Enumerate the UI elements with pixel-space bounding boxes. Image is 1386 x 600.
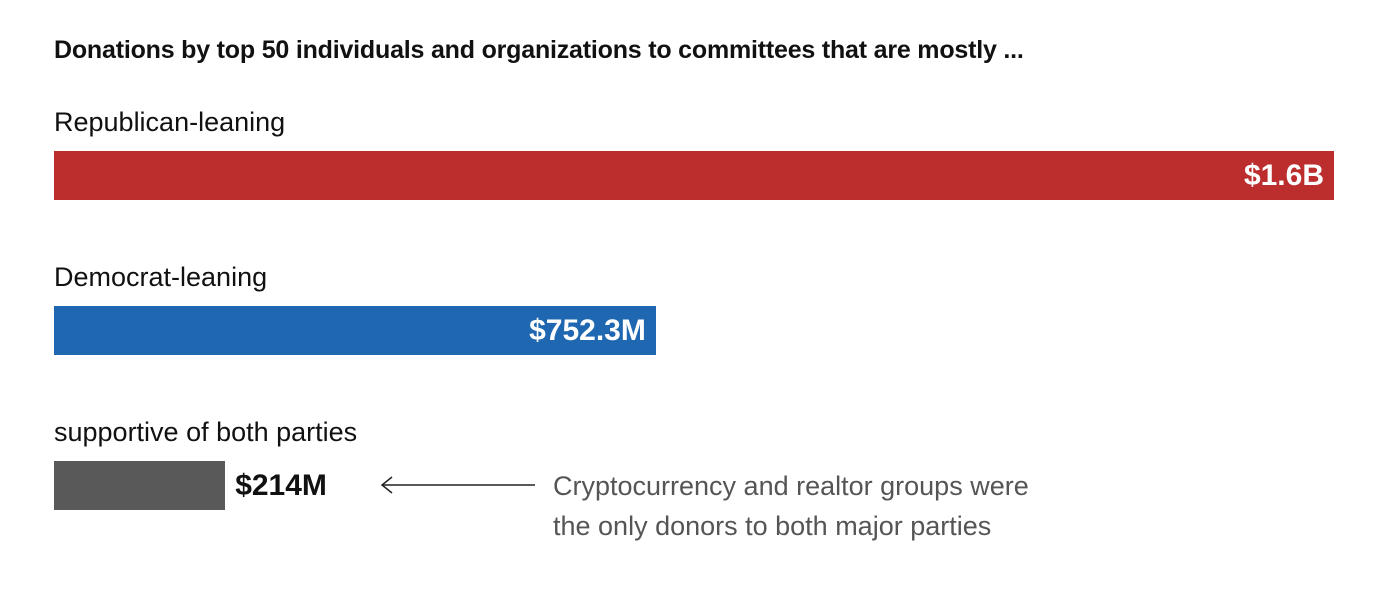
category-label: supportive of both parties xyxy=(54,417,358,447)
chart-title: Donations by top 50 individuals and orga… xyxy=(54,36,1024,64)
category-label: Democrat-leaning xyxy=(54,262,268,292)
annotation-arrow xyxy=(380,476,535,494)
bar xyxy=(54,306,656,355)
data-label: $214M xyxy=(235,469,327,502)
bar xyxy=(54,151,1334,200)
annotation-line: the only donors to both major parties xyxy=(553,511,992,541)
annotation-line: Cryptocurrency and realtor groups were xyxy=(553,471,1029,501)
data-label: $752.3M xyxy=(529,314,646,347)
category-label: Republican-leaning xyxy=(54,107,286,137)
annotation-text: Cryptocurrency and realtor groups were t… xyxy=(553,466,1029,546)
bar xyxy=(54,461,226,510)
data-label: $1.6B xyxy=(1243,159,1324,192)
